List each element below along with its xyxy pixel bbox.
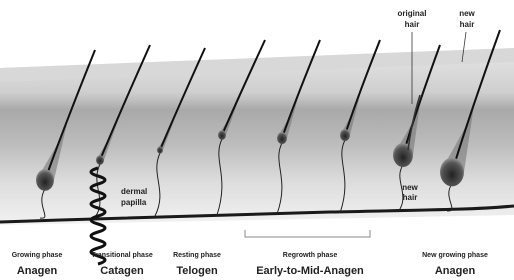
hair-bulb bbox=[157, 146, 163, 153]
phase-label: Growing phase bbox=[12, 252, 63, 259]
annotation: new hair bbox=[459, 9, 475, 29]
hair-cycle-diagram: originalhair newhair dermalpapilla newha… bbox=[0, 0, 514, 280]
phase-label: New growing phase bbox=[422, 252, 488, 259]
annotation-line: papilla bbox=[121, 198, 147, 207]
phase-label: Resting phase bbox=[173, 252, 221, 259]
annotation-line: dermal bbox=[121, 187, 147, 196]
annotation-line: new bbox=[402, 183, 418, 192]
phase-label: Transitional phase bbox=[91, 252, 153, 259]
hair-bulb bbox=[218, 130, 226, 140]
annotation-line: hair bbox=[405, 20, 420, 29]
phase-name: Early-to-Mid-Anagen bbox=[256, 265, 364, 277]
annotation-line: hair bbox=[460, 20, 475, 29]
annotation-line: new bbox=[459, 9, 475, 18]
phase-label: Regrowth phase bbox=[283, 252, 338, 259]
skin bbox=[0, 48, 514, 225]
phase-name: Anagen bbox=[435, 265, 476, 277]
hair-bulb bbox=[277, 132, 287, 144]
phase-name: Catagen bbox=[100, 265, 144, 277]
annotation-line: hair bbox=[403, 193, 418, 202]
annotation-line: original bbox=[398, 9, 427, 18]
hair-bulb bbox=[440, 158, 464, 187]
hair-bulb bbox=[393, 143, 413, 167]
regrowth-bracket bbox=[245, 230, 370, 237]
phase-name: Telogen bbox=[176, 265, 218, 277]
phase-labels: Growing phase Anagen Transitional phase Cat… bbox=[12, 252, 488, 277]
phase-name: Anagen bbox=[17, 265, 58, 277]
hair-bulb bbox=[96, 155, 104, 165]
hair-bulb bbox=[340, 129, 350, 141]
annotation: original hair bbox=[398, 9, 427, 29]
hair-bulb bbox=[36, 169, 54, 191]
bracket bbox=[245, 230, 370, 237]
